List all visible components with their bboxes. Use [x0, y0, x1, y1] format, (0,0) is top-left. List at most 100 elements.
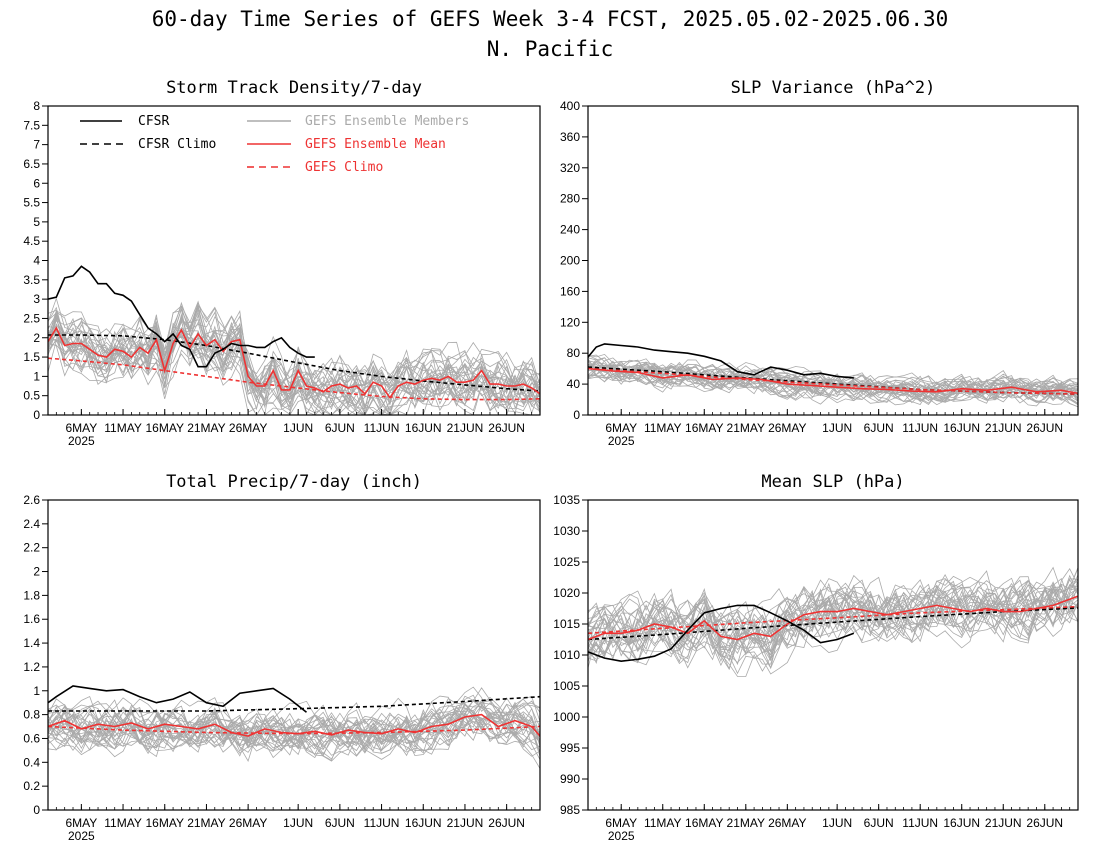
ensemble-member-line [48, 710, 540, 760]
series-cfsr [48, 265, 315, 368]
x-tick-label: 26MAY [229, 816, 267, 830]
y-tick-label: 0 [33, 803, 40, 817]
x-tick-label: 21MAY [187, 421, 225, 435]
series-gefs-ensemble-mean [48, 326, 540, 399]
ensemble-member-line [588, 574, 1078, 657]
x-tick-label: 11JUN [902, 816, 938, 830]
legend-label-gefs-members: GEFS Ensemble Members [305, 114, 469, 129]
y-tick-label: 0.5 [23, 389, 40, 403]
legend-label-cfsr: CFSR [138, 114, 169, 129]
ensemble-member-line [588, 576, 1078, 652]
x-tick-label: 21JUN [447, 421, 484, 435]
y-tick-label: 0.8 [23, 708, 40, 722]
x-tick-label: 16MAY [146, 421, 184, 435]
panel-slp-variance: SLP Variance (hPa^2) 0 40 80 120 160 200 240 280… [560, 78, 1079, 448]
x-tick-label: 21MAY [727, 421, 765, 435]
panel-title-storm-track-density: Storm Track Density/7-day [166, 78, 422, 98]
x-tick-label: 26MAY [768, 421, 806, 435]
x-tick-label: 6JUN [325, 816, 355, 830]
y-tick-label: 1 [33, 684, 40, 698]
y-tick-label: 1000 [553, 710, 580, 724]
x-tick-label: 6MAY [65, 421, 97, 435]
ensemble-member-line [588, 365, 1078, 402]
series-cfsr-climo [48, 334, 540, 392]
x-tick-year-label: 2025 [68, 434, 95, 448]
ensemble-member-line [48, 300, 540, 410]
y-tick-label: 320 [560, 161, 580, 175]
ensemble-member-line [48, 686, 540, 742]
plot-area [48, 265, 540, 415]
series-gefs-ensemble-mean [588, 595, 1078, 641]
x-tick-label: 11JUN [364, 816, 400, 830]
y-tick-label: 1.2 [23, 660, 40, 674]
x-tick-label: 16MAY [685, 816, 723, 830]
x-tick-year-label: 2025 [68, 829, 95, 843]
x-tick-label: 6JUN [864, 421, 894, 435]
panel-mean-slp: Mean SLP (hPa) 985 990 995 1000 1005 1010 1015 1… [553, 472, 1079, 843]
y-tick-label: 990 [560, 772, 580, 786]
legend-label-gefs-climo: GEFS Climo [305, 160, 383, 175]
y-tick-label: 4.5 [23, 234, 40, 248]
y-tick-label: 40 [567, 377, 581, 391]
y-tick-label: 240 [560, 223, 580, 237]
x-tick-label: 11MAY [644, 421, 682, 435]
figure-subtitle: N. Pacific [487, 37, 613, 61]
panel-title-slp-variance: SLP Variance (hPa^2) [731, 78, 936, 98]
x-tick-label: 11JUN [364, 421, 400, 435]
x-tick-label: 1JUN [822, 421, 852, 435]
y-tick-label: 2 [33, 565, 40, 579]
ensemble-member-line [48, 313, 540, 415]
x-tick-label: 11JUN [902, 421, 938, 435]
x-tick-label: 26JUN [1026, 816, 1063, 830]
y-tick-label: 400 [560, 99, 580, 113]
y-tick-label: 2 [33, 331, 40, 345]
x-tick-label: 16JUN [405, 816, 442, 830]
x-tick-label: 26JUN [1026, 421, 1063, 435]
y-tick-label: 1005 [553, 679, 580, 693]
y-tick-label: 7.5 [23, 118, 40, 132]
y-tick-label: 1.6 [23, 612, 40, 626]
y-tick-label: 200 [560, 254, 580, 268]
series-gefs-ensemble-mean [588, 367, 1078, 395]
y-tick-label: 80 [567, 346, 581, 360]
y-tick-label: 995 [560, 741, 580, 755]
y-tick-label: 6.5 [23, 157, 40, 171]
ensemble-member-line [588, 584, 1078, 662]
x-tick-label: 26JUN [488, 421, 525, 435]
ensemble-member-line [588, 570, 1078, 644]
y-tick-label: 360 [560, 130, 580, 144]
x-tick-label: 21MAY [727, 816, 765, 830]
y-tick-label: 1030 [553, 524, 580, 538]
figure-title: 60-day Time Series of GEFS Week 3-4 FCST… [152, 7, 949, 31]
panel-total-precip: Total Precip/7-day (inch)00.20.40.60.811… [23, 472, 541, 843]
x-tick-label: 16MAY [146, 816, 184, 830]
ensemble-member-line [588, 366, 1078, 406]
legend: CFSR CFSR Climo GEFS Ensemble Members GE… [80, 114, 469, 175]
x-tick-label: 21JUN [985, 816, 1022, 830]
x-tick-label: 6MAY [65, 816, 97, 830]
x-tick-label: 1JUN [283, 421, 313, 435]
x-tick-label: 11MAY [104, 421, 142, 435]
plot-area [588, 343, 1078, 408]
ensemble-member-line [48, 326, 540, 407]
series-cfsr [588, 604, 855, 663]
y-tick-label: 1020 [553, 586, 580, 600]
x-tick-label: 16JUN [943, 421, 980, 435]
ensemble-member-line [48, 313, 540, 415]
x-tick-label: 26JUN [488, 816, 525, 830]
x-tick-label: 21JUN [447, 816, 484, 830]
y-tick-label: 0 [33, 408, 40, 422]
y-tick-label: 0 [573, 408, 580, 422]
ensemble-member-line [588, 579, 1078, 665]
x-tick-label: 26MAY [768, 816, 806, 830]
series-gefs-climo [588, 605, 1078, 635]
y-tick-label: 3 [33, 292, 40, 306]
x-tick-label: 16JUN [943, 816, 980, 830]
y-tick-label: 1035 [553, 493, 580, 507]
x-tick-label: 16JUN [405, 421, 442, 435]
y-tick-label: 280 [560, 192, 580, 206]
plot-area [48, 685, 540, 769]
y-tick-label: 2.5 [23, 311, 40, 325]
y-tick-label: 2.6 [23, 493, 40, 507]
ensemble-member-line [588, 360, 1078, 401]
